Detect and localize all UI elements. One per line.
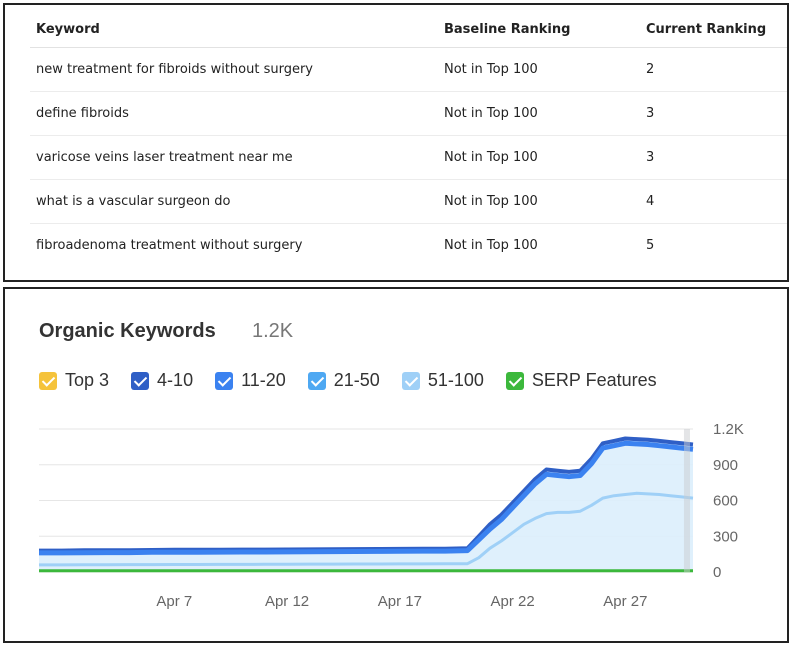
keyword-cell: new treatment for fibroids without surge… [30, 47, 438, 92]
keyword-cell: define fibroids [30, 91, 438, 136]
legend-item-4-10[interactable]: 4-10 [131, 370, 193, 391]
legend-label: 11-20 [241, 370, 286, 390]
baseline-ranking-cell: Not in Top 100 [438, 91, 640, 136]
legend-label: Top 3 [65, 370, 110, 390]
keyword-cell: what is a vascular surgeon do [30, 179, 438, 224]
chart-title: Organic Keywords [39, 320, 216, 342]
baseline-ranking-cell: Not in Top 100 [438, 179, 640, 224]
organic-keywords-panel: Organic Keywords 1.2K Top 3 4-10 11-20 2… [3, 287, 789, 643]
legend-label: 4-10 [157, 370, 194, 390]
organic-keywords-chart[interactable]: 1.2K 900 600 300 0 Apr 7 Apr 12 Apr 17 Apr 22 Apr… [5, 289, 787, 641]
legend-item-top-3[interactable]: Top 3 [39, 370, 109, 391]
x-tick-label: Apr 17 [378, 593, 422, 610]
keyword-ranking-panel: Keyword Baseline Ranking Current Ranking… [3, 3, 789, 282]
y-tick-label: 900 [713, 457, 738, 474]
chart-legend: Top 3 4-10 11-20 21-50 51-100 SERP Featu… [39, 370, 679, 391]
table-row: define fibroids Not in Top 100 3 [30, 91, 787, 136]
series-line-21-50 [39, 440, 694, 556]
checkbox-checked-icon[interactable] [215, 371, 234, 390]
column-header-current-ranking: Current Ranking [640, 11, 787, 48]
x-tick-label: Apr 12 [265, 593, 309, 610]
checkbox-checked-icon[interactable] [505, 371, 524, 390]
series-line-51-100 [39, 491, 694, 567]
keyword-ranking-table: Keyword Baseline Ranking Current Ranking… [30, 11, 787, 267]
column-header-baseline-ranking: Baseline Ranking [438, 11, 640, 48]
legend-label: 51-100 [427, 370, 484, 390]
baseline-ranking-cell: Not in Top 100 [438, 135, 640, 180]
y-tick-label: 0 [713, 564, 721, 581]
legend-item-serp-features[interactable]: SERP Features [505, 370, 657, 391]
keyword-cell: varicose veins laser treatment near me [30, 135, 438, 180]
legend-item-11-20[interactable]: 11-20 [215, 370, 286, 391]
current-ranking-cell: 4 [640, 179, 787, 224]
table-row: what is a vascular surgeon do Not in Top… [30, 179, 787, 224]
table-row: fibroadenoma treatment without surgery N… [30, 224, 787, 268]
y-tick-label: 300 [713, 528, 738, 545]
y-tick-label: 1.2K [713, 421, 744, 438]
baseline-ranking-cell: Not in Top 100 [444, 238, 538, 253]
checkbox-checked-icon[interactable] [401, 371, 420, 390]
current-ranking-cell: 5 [646, 238, 655, 253]
x-tick-label: Apr 27 [603, 593, 647, 610]
column-header-keyword: Keyword [30, 11, 438, 48]
hover-marker [683, 429, 690, 572]
legend-label: 21-50 [333, 370, 380, 390]
current-ranking-cell: 2 [640, 47, 787, 92]
current-ranking-cell: 3 [640, 135, 787, 180]
checkbox-checked-icon[interactable] [39, 371, 57, 390]
keyword-total-count: 1.2K [252, 320, 294, 342]
table-row: varicose veins laser treatment near me N… [30, 135, 787, 180]
y-tick-label: 600 [713, 493, 738, 510]
checkbox-checked-icon[interactable] [131, 371, 150, 390]
legend-label: SERP Features [531, 370, 657, 390]
current-ranking-cell: 3 [640, 91, 787, 136]
legend-item-21-50[interactable]: 21-50 [307, 370, 380, 391]
table-row: new treatment for fibroids without surge… [30, 47, 787, 92]
checkbox-checked-icon[interactable] [307, 371, 326, 390]
series-area-51-100 [39, 438, 693, 572]
keyword-cell: fibroadenoma treatment without surgery [36, 238, 303, 253]
table-header-row: Keyword Baseline Ranking Current Ranking [30, 11, 787, 48]
x-tick-label: Apr 7 [156, 593, 192, 610]
x-tick-label: Apr 22 [490, 593, 534, 610]
baseline-ranking-cell: Not in Top 100 [438, 47, 640, 92]
legend-item-51-100[interactable]: 51-100 [401, 370, 484, 391]
